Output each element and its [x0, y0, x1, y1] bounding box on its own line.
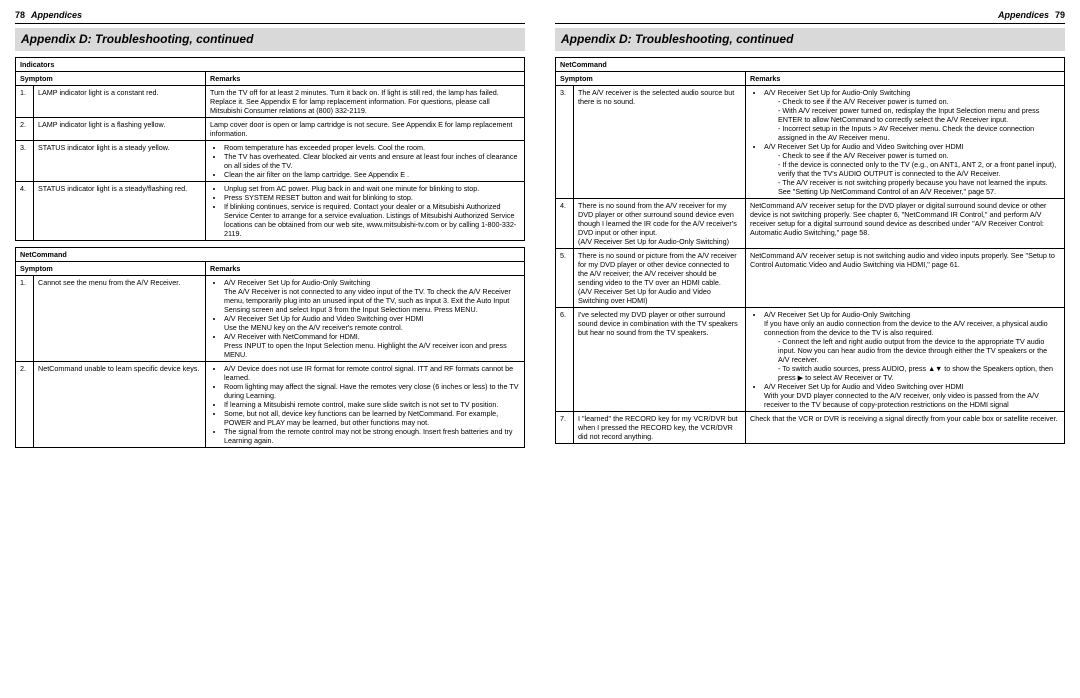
row-symptom: LAMP indicator light is a constant red.	[34, 86, 206, 118]
row-remarks: NetCommand A/V receiver setup for the DV…	[746, 199, 1065, 249]
col-symptom: Symptom	[16, 72, 206, 86]
col-symptom: Symptom	[556, 72, 746, 86]
table-row: 3.The A/V receiver is the selected audio…	[556, 86, 1065, 199]
row-symptom: The A/V receiver is the selected audio s…	[574, 86, 746, 199]
col-symptom: Symptom	[16, 262, 206, 276]
row-symptom: STATUS indicator light is a steady/flash…	[34, 182, 206, 241]
row-remarks: Lamp cover door is open or lamp cartridg…	[206, 118, 525, 141]
table-row: 6.I've selected my DVD player or other s…	[556, 308, 1065, 412]
table-row: 2.NetCommand unable to learn specific de…	[16, 362, 525, 448]
section-title: Appendix D: Troubleshooting, continued	[555, 28, 1065, 51]
row-symptom: STATUS indicator light is a steady yello…	[34, 141, 206, 182]
row-symptom: I "learned" the RECORD key for my VCR/DV…	[574, 412, 746, 444]
indicators-table: Indicators Symptom Remarks 1.LAMP indica…	[15, 57, 525, 241]
row-remarks: A/V Receiver Set Up for Audio-Only Switc…	[746, 308, 1065, 412]
row-symptom: There is no sound from the A/V receiver …	[574, 199, 746, 249]
netcommand-right-table: NetCommand Symptom Remarks 3.The A/V rec…	[555, 57, 1065, 444]
row-num: 4.	[556, 199, 574, 249]
row-symptom: Cannot see the menu from the A/V Receive…	[34, 276, 206, 362]
table-row: 1.Cannot see the menu from the A/V Recei…	[16, 276, 525, 362]
row-symptom: I've selected my DVD player or other sur…	[574, 308, 746, 412]
row-num: 3.	[556, 86, 574, 199]
table-row: 2.LAMP indicator light is a flashing yel…	[16, 118, 525, 141]
row-num: 1.	[16, 86, 34, 118]
row-num: 2.	[16, 362, 34, 448]
row-num: 7.	[556, 412, 574, 444]
page-right: Appendices 79 Appendix D: Troubleshootin…	[555, 10, 1065, 688]
row-remarks: Unplug set from AC power. Plug back in a…	[206, 182, 525, 241]
header-title: Appendices	[998, 10, 1049, 21]
row-remarks: Check that the VCR or DVR is receiving a…	[746, 412, 1065, 444]
netcommand-left-table: NetCommand Symptom Remarks 1.Cannot see …	[15, 247, 525, 448]
row-num: 4.	[16, 182, 34, 241]
row-remarks: NetCommand A/V receiver setup is not swi…	[746, 249, 1065, 308]
table-row: 7.I "learned" the RECORD key for my VCR/…	[556, 412, 1065, 444]
row-num: 1.	[16, 276, 34, 362]
page-left: 78 Appendices Appendix D: Troubleshootin…	[15, 10, 525, 688]
row-num: 3.	[16, 141, 34, 182]
table-row: 4.STATUS indicator light is a steady/fla…	[16, 182, 525, 241]
header-title: Appendices	[31, 10, 82, 21]
row-remarks: A/V Receiver Set Up for Audio-Only Switc…	[206, 276, 525, 362]
row-symptom: There is no sound or picture from the A/…	[574, 249, 746, 308]
row-num: 6.	[556, 308, 574, 412]
table-heading: NetCommand	[556, 58, 1065, 72]
page-header: Appendices 79	[555, 10, 1065, 24]
row-remarks: A/V Receiver Set Up for Audio-Only Switc…	[746, 86, 1065, 199]
table-row: 3.STATUS indicator light is a steady yel…	[16, 141, 525, 182]
row-num: 2.	[16, 118, 34, 141]
table-row: 4.There is no sound from the A/V receive…	[556, 199, 1065, 249]
col-remarks: Remarks	[206, 262, 525, 276]
row-remarks: Turn the TV off for at least 2 minutes. …	[206, 86, 525, 118]
row-symptom: NetCommand unable to learn specific devi…	[34, 362, 206, 448]
table-row: 1.LAMP indicator light is a constant red…	[16, 86, 525, 118]
row-num: 5.	[556, 249, 574, 308]
table-heading: NetCommand	[16, 248, 525, 262]
col-remarks: Remarks	[206, 72, 525, 86]
table-heading: Indicators	[16, 58, 525, 72]
row-symptom: LAMP indicator light is a flashing yello…	[34, 118, 206, 141]
row-remarks: Room temperature has exceeded proper lev…	[206, 141, 525, 182]
page-number: 79	[1055, 10, 1065, 21]
page-number: 78	[15, 10, 25, 21]
row-remarks: A/V Device does not use IR format for re…	[206, 362, 525, 448]
col-remarks: Remarks	[746, 72, 1065, 86]
section-title: Appendix D: Troubleshooting, continued	[15, 28, 525, 51]
table-row: 5.There is no sound or picture from the …	[556, 249, 1065, 308]
page-header: 78 Appendices	[15, 10, 525, 24]
